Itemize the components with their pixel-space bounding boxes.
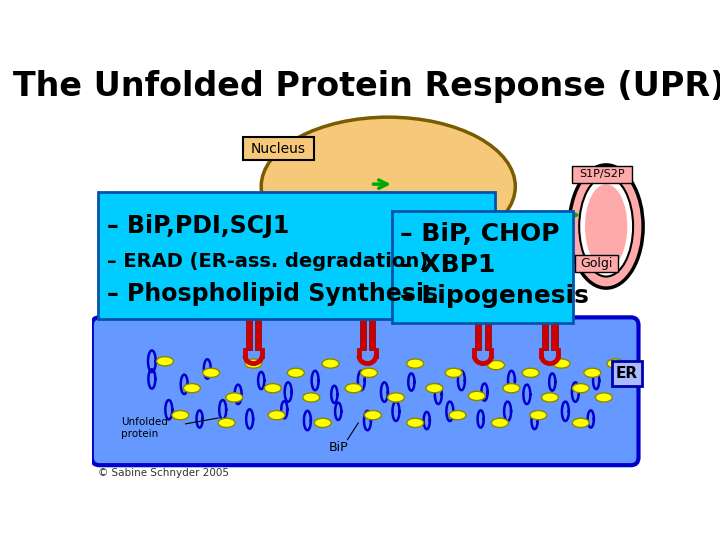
FancyBboxPatch shape [243,137,314,160]
Ellipse shape [407,418,423,428]
Ellipse shape [607,359,624,368]
Ellipse shape [264,383,282,393]
Ellipse shape [572,418,589,428]
Bar [346,197,390,219]
Text: – ERAD (ER-ass. degradation): – ERAD (ER-ass. degradation) [107,252,428,271]
Ellipse shape [449,410,466,420]
Ellipse shape [226,393,243,402]
Ellipse shape [245,359,262,368]
Text: – XBP1: – XBP1 [400,253,495,277]
Text: UPRE: UPRE [350,201,387,215]
Bar [475,315,482,350]
Text: The Unfolded Protein Response (UPR): The Unfolded Protein Response (UPR) [13,70,720,103]
Ellipse shape [303,393,320,402]
Ellipse shape [426,383,443,393]
Ellipse shape [184,383,200,393]
Ellipse shape [322,359,339,368]
Ellipse shape [579,177,633,276]
Ellipse shape [541,393,559,402]
Ellipse shape [345,383,362,393]
Ellipse shape [377,226,408,240]
Text: Unfolded
protein: Unfolded protein [121,417,168,439]
Ellipse shape [172,410,189,420]
Ellipse shape [572,383,589,393]
Text: BiP: BiP [328,441,348,454]
FancyBboxPatch shape [98,192,495,319]
Ellipse shape [203,368,220,377]
Ellipse shape [364,410,382,420]
Ellipse shape [570,165,643,288]
Ellipse shape [156,356,174,366]
FancyBboxPatch shape [572,166,632,183]
Bar [369,315,375,350]
Text: – BiP,PDI,SCJ1: – BiP,PDI,SCJ1 [107,214,289,239]
Bar [246,315,252,350]
Text: Golgi: Golgi [580,257,612,270]
Ellipse shape [487,361,505,370]
Ellipse shape [503,383,520,393]
Ellipse shape [584,368,600,377]
Ellipse shape [287,368,305,377]
Ellipse shape [400,241,446,258]
Bar [255,315,261,350]
Ellipse shape [492,418,508,428]
Text: ER: ER [616,366,638,381]
FancyBboxPatch shape [393,197,479,220]
FancyBboxPatch shape [612,361,642,386]
Text: © Sabine Schnyder 2005: © Sabine Schnyder 2005 [98,468,229,478]
Ellipse shape [261,117,516,256]
Ellipse shape [361,368,377,377]
Ellipse shape [218,418,235,428]
Text: Nucleus: Nucleus [251,141,305,156]
Bar [542,315,549,350]
Ellipse shape [530,410,547,420]
Bar [360,315,366,350]
Text: UPR genes: UPR genes [394,201,478,215]
Bar [552,315,558,350]
Ellipse shape [387,393,405,402]
Ellipse shape [522,368,539,377]
Text: – Lipogenesis: – Lipogenesis [400,284,589,308]
Ellipse shape [553,359,570,368]
Text: S1P/S2P: S1P/S2P [580,169,625,179]
FancyBboxPatch shape [92,318,639,465]
Ellipse shape [315,418,331,428]
Ellipse shape [585,184,627,269]
Ellipse shape [268,410,285,420]
FancyBboxPatch shape [575,255,618,272]
Bar [485,315,490,350]
Ellipse shape [445,368,462,377]
FancyBboxPatch shape [392,211,573,323]
Text: – Phospholipid Synthesis: – Phospholipid Synthesis [107,282,438,306]
Ellipse shape [407,359,423,368]
Text: – BiP, CHOP: – BiP, CHOP [400,222,559,246]
Ellipse shape [468,392,485,401]
Ellipse shape [595,393,612,402]
